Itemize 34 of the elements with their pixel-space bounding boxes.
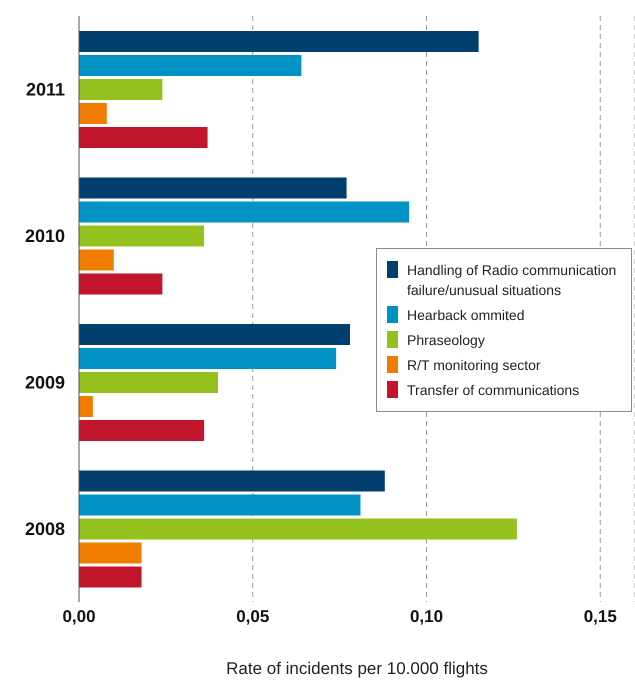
- bar: [79, 31, 479, 52]
- bar: [79, 470, 385, 492]
- bar: [79, 420, 204, 441]
- y-tick-label: 2010: [24, 226, 65, 246]
- x-tick-label: 0,00: [62, 607, 96, 626]
- legend-label: Transfer of communications: [407, 381, 580, 400]
- y-tick-label: 2011: [26, 80, 65, 100]
- bar: [79, 55, 302, 76]
- bar: [79, 103, 107, 124]
- bar: [79, 250, 114, 270]
- legend-label: R/T monitoring sector: [407, 356, 541, 375]
- bar: [79, 372, 218, 393]
- bar: [79, 518, 517, 540]
- legend-label: Handling of Radio communication failure/unusual situations: [407, 261, 618, 300]
- y-tick-label: 2009: [24, 372, 65, 393]
- bar: [79, 274, 162, 294]
- bar: [79, 348, 336, 369]
- x-tick-label: 0,15: [584, 607, 617, 626]
- legend-label: Hearback ommited: [407, 306, 524, 325]
- bar: [79, 127, 208, 148]
- bar: [79, 178, 347, 198]
- x-tick-label: 0,10: [410, 607, 444, 626]
- bar: [79, 226, 204, 246]
- bar: [79, 542, 142, 564]
- bar: [79, 566, 142, 588]
- bar: [79, 494, 360, 516]
- bar: [79, 324, 350, 345]
- x-tick-label: 0,05: [236, 607, 270, 626]
- x-axis-title: Rate of incidents per 10.000 flights: [226, 659, 488, 678]
- bar: [79, 202, 410, 222]
- bar: [79, 79, 162, 100]
- bar: [79, 396, 93, 417]
- legend-label: Phraseology: [407, 331, 485, 350]
- y-tick-label: 2008: [24, 519, 65, 540]
